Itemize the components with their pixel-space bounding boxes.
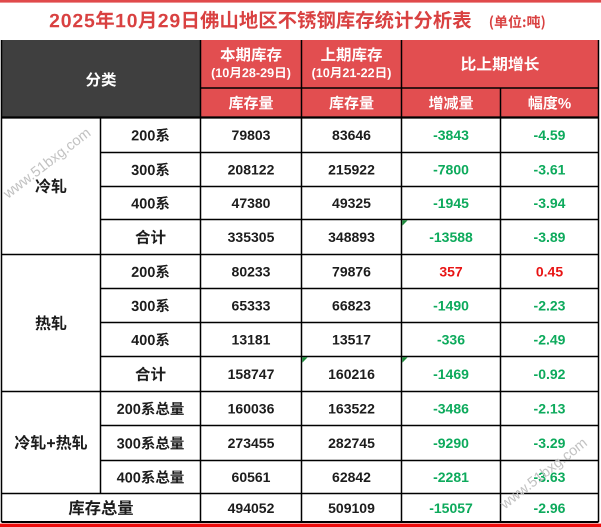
svg-text:-2.13: -2.13 bbox=[534, 401, 566, 417]
svg-text:348893: 348893 bbox=[328, 229, 375, 245]
svg-text:-2.96: -2.96 bbox=[534, 500, 566, 516]
svg-text:62842: 62842 bbox=[332, 469, 371, 485]
svg-text:80233: 80233 bbox=[232, 264, 271, 280]
svg-text:-4.59: -4.59 bbox=[534, 127, 566, 143]
svg-text:158747: 158747 bbox=[228, 366, 275, 382]
svg-text:-2281: -2281 bbox=[433, 469, 469, 485]
svg-text:79876: 79876 bbox=[332, 264, 371, 280]
svg-text:-3843: -3843 bbox=[433, 127, 469, 143]
svg-text:-1490: -1490 bbox=[433, 298, 469, 314]
svg-text:160036: 160036 bbox=[228, 401, 275, 417]
svg-text:-3.89: -3.89 bbox=[534, 229, 566, 245]
svg-text:-1945: -1945 bbox=[433, 195, 469, 211]
svg-text:-3.29: -3.29 bbox=[534, 435, 566, 451]
svg-text:13517: 13517 bbox=[332, 332, 371, 348]
svg-text:160216: 160216 bbox=[328, 366, 375, 382]
svg-text:-9290: -9290 bbox=[433, 435, 469, 451]
svg-text:-15057: -15057 bbox=[429, 500, 473, 516]
svg-text:509109: 509109 bbox=[328, 500, 375, 516]
svg-text:49325: 49325 bbox=[332, 195, 371, 211]
svg-text:273455: 273455 bbox=[228, 435, 275, 451]
svg-text:-3486: -3486 bbox=[433, 401, 469, 417]
svg-text:-336: -336 bbox=[437, 332, 465, 348]
svg-text:-1469: -1469 bbox=[433, 366, 469, 382]
svg-text:65333: 65333 bbox=[232, 298, 271, 314]
svg-text:215922: 215922 bbox=[328, 162, 375, 178]
svg-text:163522: 163522 bbox=[328, 401, 375, 417]
svg-text:335305: 335305 bbox=[228, 229, 275, 245]
svg-text:60561: 60561 bbox=[232, 469, 271, 485]
svg-text:494052: 494052 bbox=[228, 500, 275, 516]
svg-text:83646: 83646 bbox=[332, 127, 371, 143]
svg-text:-3.61: -3.61 bbox=[534, 162, 566, 178]
svg-text:66823: 66823 bbox=[332, 298, 371, 314]
svg-text:-13588: -13588 bbox=[429, 229, 473, 245]
svg-text:47380: 47380 bbox=[232, 195, 271, 211]
svg-text:13181: 13181 bbox=[232, 332, 271, 348]
svg-text:282745: 282745 bbox=[328, 435, 375, 451]
svg-text:-0.92: -0.92 bbox=[534, 366, 566, 382]
svg-text:0.45: 0.45 bbox=[536, 264, 563, 280]
svg-text:357: 357 bbox=[439, 264, 463, 280]
svg-text:208122: 208122 bbox=[228, 162, 275, 178]
svg-text:-3.94: -3.94 bbox=[534, 195, 566, 211]
svg-text:-2.23: -2.23 bbox=[534, 298, 566, 314]
svg-text:-3.63: -3.63 bbox=[534, 469, 566, 485]
svg-text:-2.49: -2.49 bbox=[534, 332, 566, 348]
svg-text:-7800: -7800 bbox=[433, 162, 469, 178]
svg-text:79803: 79803 bbox=[232, 127, 271, 143]
